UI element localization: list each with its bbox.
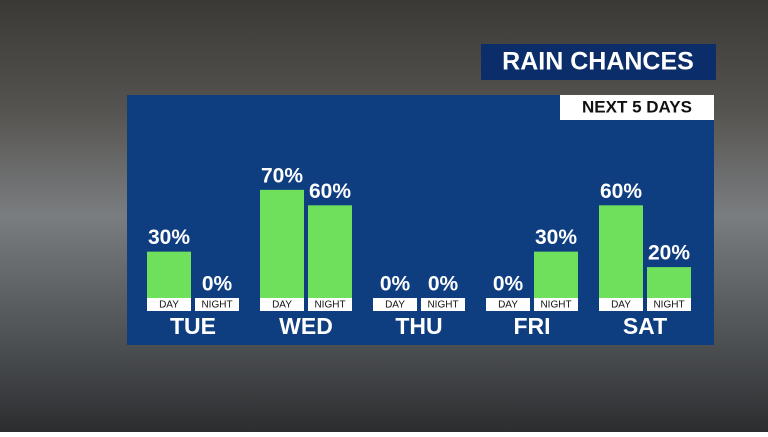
category-label: WED — [279, 313, 333, 339]
value-label: 30% — [535, 226, 577, 249]
series-tag-box — [260, 298, 304, 311]
bar — [647, 267, 691, 298]
series-tag: NIGHT — [653, 300, 684, 311]
chart-subtitle: NEXT 5 DAYS — [582, 97, 692, 116]
value-label: 0% — [493, 273, 524, 296]
chart-title: RAIN CHANCES — [502, 48, 694, 76]
series-tag-box — [373, 298, 417, 311]
series-tag: DAY — [498, 300, 518, 311]
bar — [308, 205, 352, 298]
value-label: 60% — [600, 180, 642, 203]
series-tag: DAY — [159, 300, 179, 311]
series-tag: NIGHT — [314, 300, 345, 311]
subtitle-box — [560, 95, 714, 120]
series-tag: NIGHT — [540, 300, 571, 311]
value-label: 0% — [380, 273, 411, 296]
title-box — [481, 44, 716, 80]
value-label: 30% — [148, 226, 190, 249]
bar — [534, 251, 578, 298]
series-tag-box — [486, 298, 530, 311]
series-tag: DAY — [385, 300, 405, 311]
bar — [599, 205, 643, 298]
value-label: 60% — [309, 180, 351, 203]
category-label: THU — [395, 313, 442, 339]
bar — [147, 251, 191, 298]
category-label: FRI — [513, 313, 550, 339]
series-tag-box — [421, 298, 465, 311]
series-tag: DAY — [272, 300, 292, 311]
series-tag-box — [599, 298, 643, 311]
value-label: 0% — [202, 273, 233, 296]
value-label: 20% — [648, 242, 690, 265]
bar — [260, 189, 304, 298]
series-tag: DAY — [611, 300, 631, 311]
series-tag-box — [534, 298, 578, 311]
category-label: SAT — [623, 313, 667, 339]
series-tag-box — [647, 298, 691, 311]
series-tag: NIGHT — [427, 300, 458, 311]
series-tag: NIGHT — [201, 300, 232, 311]
series-tag-box — [308, 298, 352, 311]
category-label: TUE — [170, 313, 216, 339]
value-label: 70% — [261, 164, 303, 187]
series-tag-box — [147, 298, 191, 311]
value-label: 0% — [428, 273, 459, 296]
series-tag-box — [195, 298, 239, 311]
